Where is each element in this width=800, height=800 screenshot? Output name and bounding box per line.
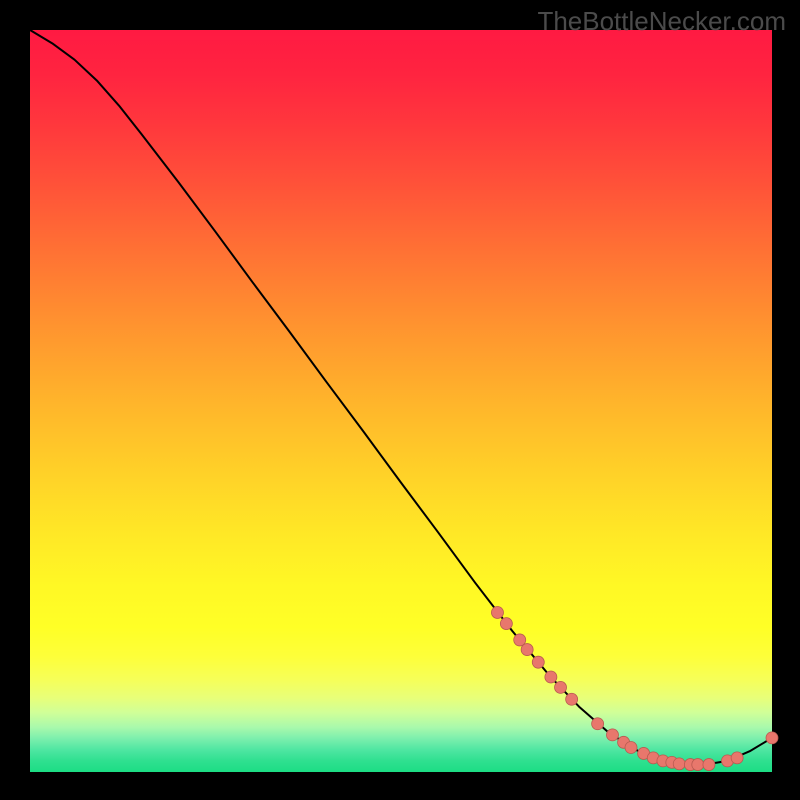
data-marker (692, 759, 704, 771)
data-marker (606, 729, 618, 741)
data-marker (532, 656, 544, 668)
chart-frame: TheBottleNecker.com (0, 0, 800, 800)
watermark-label: TheBottleNecker.com (537, 6, 786, 37)
data-marker (731, 752, 743, 764)
plot-svg (30, 30, 772, 772)
data-marker (592, 718, 604, 730)
data-marker (673, 758, 685, 770)
plot-area (30, 30, 772, 772)
data-marker (625, 742, 637, 754)
data-marker (521, 644, 533, 656)
data-marker (555, 681, 567, 693)
data-marker (491, 606, 503, 618)
data-marker (703, 759, 715, 771)
gradient-background (30, 30, 772, 772)
data-marker (566, 693, 578, 705)
data-marker (500, 618, 512, 630)
data-marker (766, 732, 778, 744)
data-marker (545, 671, 557, 683)
